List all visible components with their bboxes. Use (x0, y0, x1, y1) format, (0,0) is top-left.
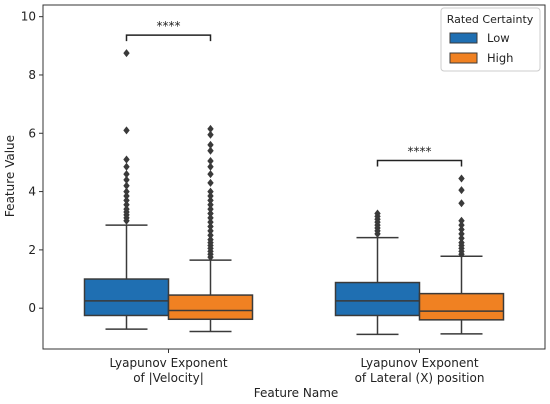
y-tick-label: 10 (21, 10, 36, 24)
outlier-point (207, 140, 214, 149)
outlier-point (207, 196, 214, 205)
outlier-point (123, 191, 130, 200)
y-tick-label: 0 (28, 301, 36, 315)
legend-swatch-high (449, 52, 478, 64)
outlier-point (207, 130, 214, 139)
x-tick-label: Lyapunov Exponent (109, 356, 227, 370)
outlier-point (207, 231, 214, 240)
significance-bracket (125, 34, 212, 42)
outlier-point (207, 226, 214, 235)
outlier-point (207, 156, 214, 165)
outlier-point (207, 222, 214, 231)
outlier-point (458, 186, 465, 195)
box-high (418, 174, 505, 335)
plot-frame (42, 4, 546, 350)
outlier-point (458, 238, 465, 247)
outlier-point (207, 200, 214, 209)
y-tick-label: 8 (28, 68, 36, 82)
significance-label: **** (157, 19, 181, 33)
significance-bracket (376, 159, 463, 167)
outlier-point (207, 213, 214, 222)
x-tick-label: Lyapunov Exponent (360, 356, 478, 370)
outlier-point (123, 155, 130, 164)
outlier-point (374, 209, 381, 218)
outlier-point (458, 229, 465, 238)
box-iqr (83, 278, 170, 317)
y-axis-title: Feature Value (3, 135, 17, 217)
outlier-point (207, 178, 214, 187)
outlier-point (123, 205, 130, 214)
outlier-point (123, 196, 130, 205)
outlier-point (458, 216, 465, 225)
outlier-point (123, 187, 130, 196)
outlier-point (207, 124, 214, 133)
outlier-point (123, 49, 130, 58)
y-tick-label: 4 (28, 185, 36, 199)
legend-label-low: Low (487, 31, 510, 45)
box-low (334, 209, 421, 336)
outlier-point (123, 200, 130, 209)
outlier-point (207, 218, 214, 227)
outlier-point (207, 235, 214, 244)
outlier-point (207, 146, 214, 155)
outlier-point (207, 205, 214, 214)
outlier-point (458, 225, 465, 234)
box-iqr (418, 292, 505, 321)
outlier-point (123, 181, 130, 190)
outlier-point (458, 199, 465, 208)
outlier-point (207, 209, 214, 218)
legend-entries: Low High (449, 31, 513, 65)
outlier-point (458, 221, 465, 230)
y-tick-label: 6 (28, 126, 36, 140)
legend: Rated Certainty Low High (440, 7, 541, 72)
legend-swatch-low (449, 32, 478, 44)
legend-title: Rated Certainty (447, 13, 534, 26)
outlier-point (123, 162, 130, 171)
x-tick-label: of Lateral (X) position (355, 371, 485, 385)
x-axis-title: Feature Name (254, 386, 339, 400)
box-iqr (167, 294, 254, 321)
y-tick-label: 2 (28, 243, 36, 257)
x-tick-label: of |Velocity| (133, 371, 204, 385)
box-iqr (334, 281, 421, 317)
outlier-point (207, 187, 214, 196)
legend-label-high: High (487, 51, 513, 65)
outlier-point (123, 170, 130, 179)
boxes-group (83, 49, 505, 336)
outlier-point (207, 191, 214, 200)
outlier-point (458, 234, 465, 243)
outlier-point (458, 174, 465, 183)
outlier-point (207, 162, 214, 171)
significance-label: **** (408, 144, 432, 158)
outlier-point (207, 170, 214, 179)
outlier-point (123, 126, 130, 135)
box-low (83, 49, 170, 330)
significance-group: **** **** (125, 19, 463, 167)
outlier-point (123, 175, 130, 184)
box-high (167, 124, 254, 333)
